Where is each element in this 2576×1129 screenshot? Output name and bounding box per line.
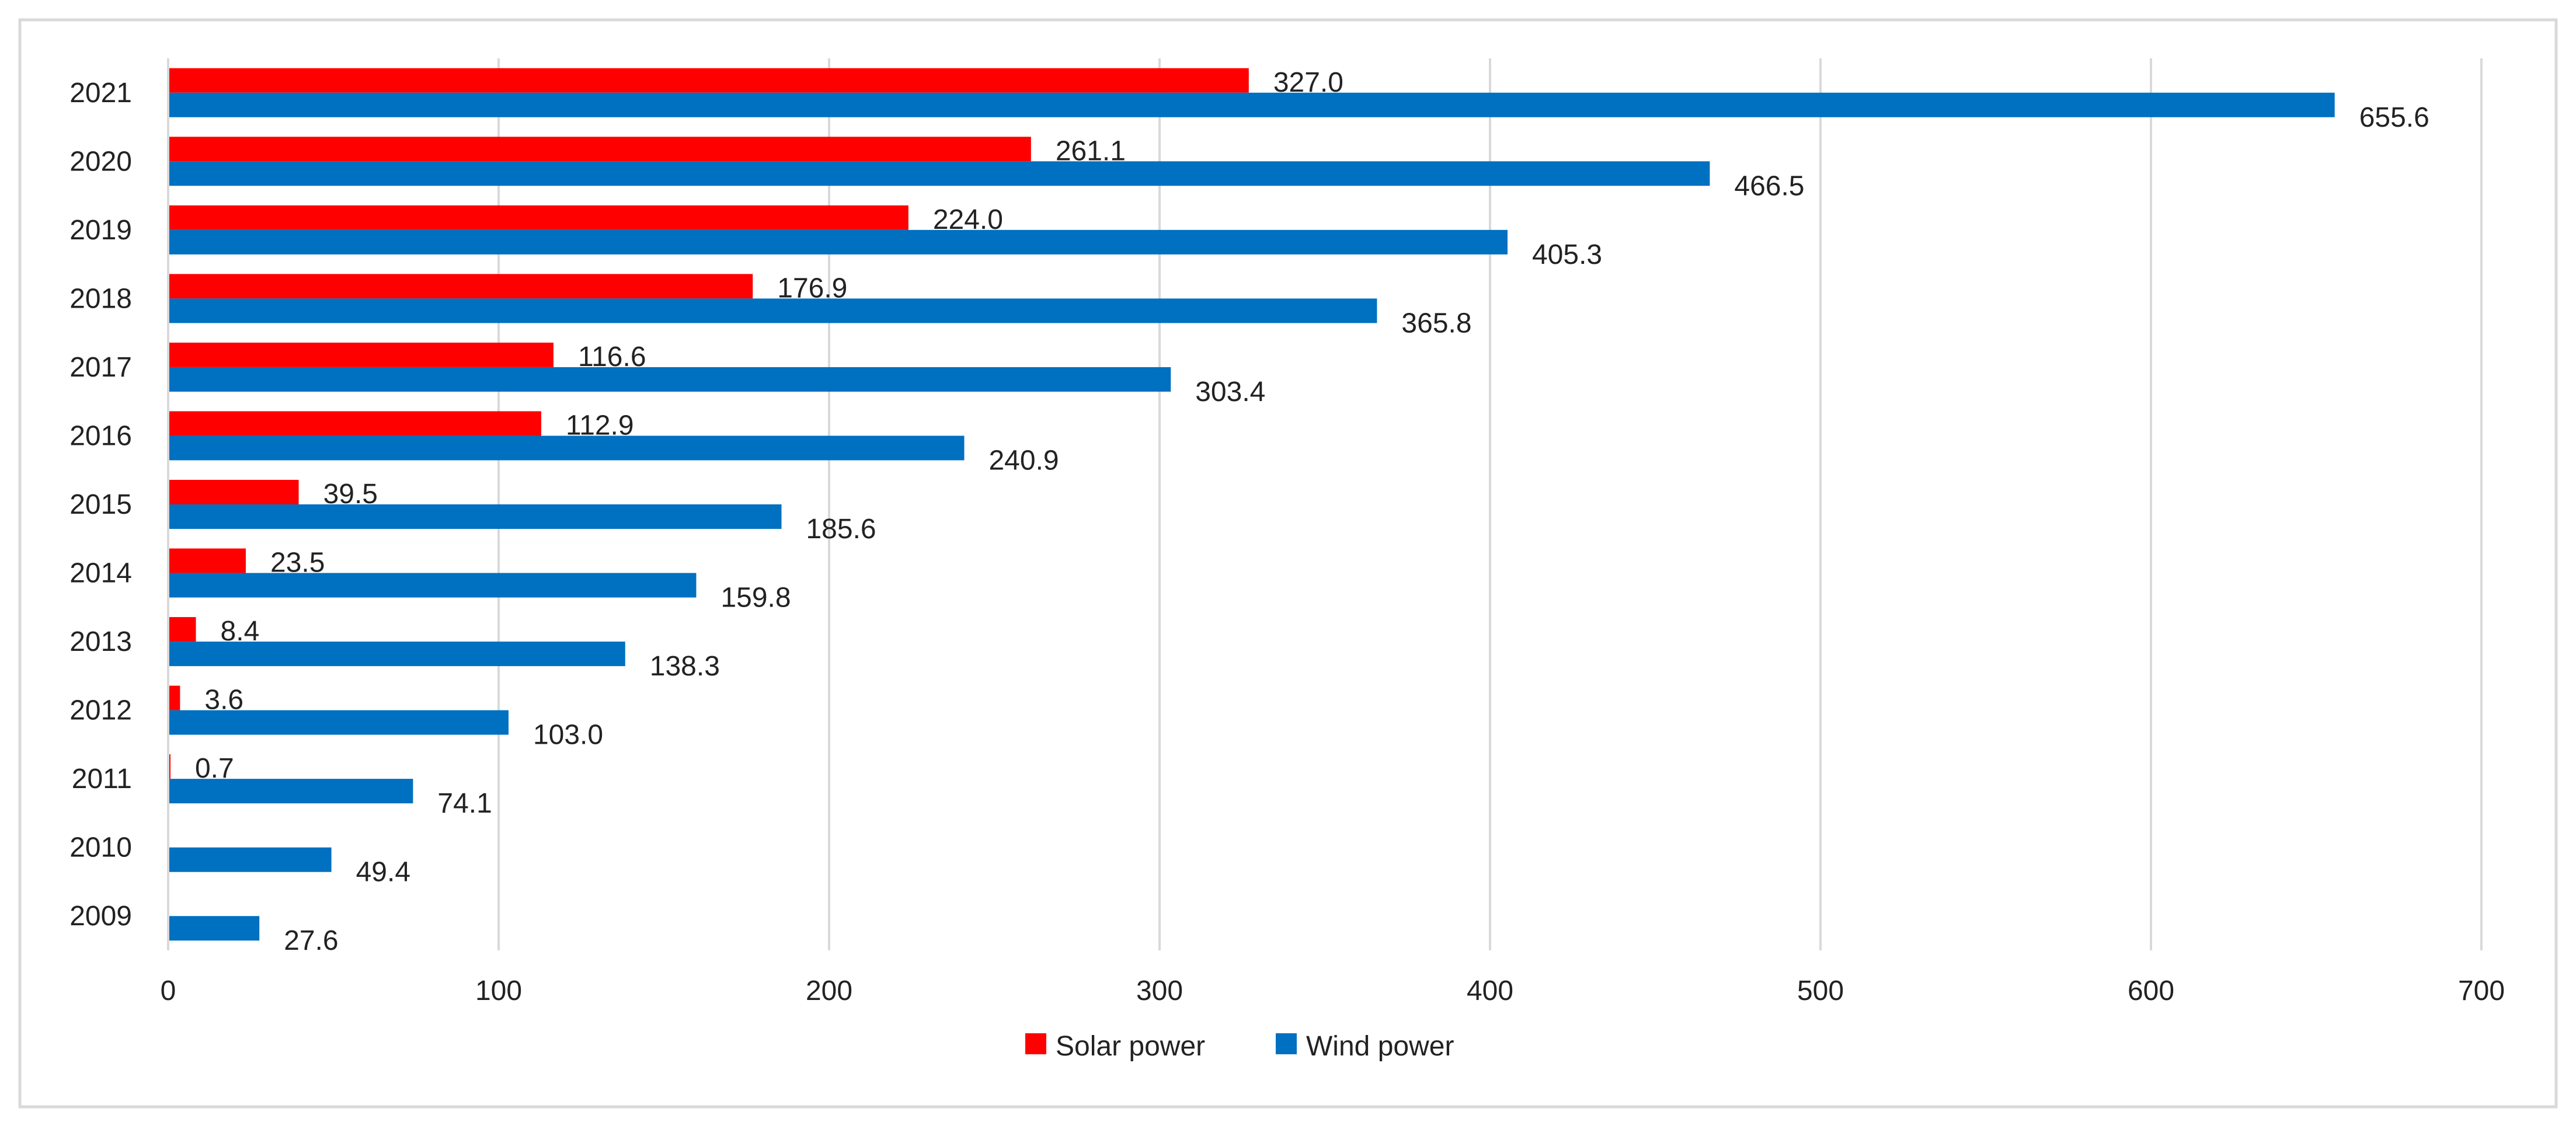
wind-bar bbox=[168, 504, 782, 529]
solar-data-label: 3.6 bbox=[204, 685, 243, 716]
solar-data-label: 0.7 bbox=[195, 753, 234, 784]
y-tick-label: 2009 bbox=[69, 901, 132, 932]
legend-label-solar: Solar power bbox=[1056, 1031, 1205, 1062]
solar-bar bbox=[168, 137, 1031, 162]
wind-bar bbox=[168, 229, 1508, 255]
wind-bar bbox=[168, 298, 1377, 323]
wind-data-label: 303.4 bbox=[1195, 377, 1265, 407]
y-tick-label: 2015 bbox=[69, 489, 132, 520]
wind-data-label: 49.4 bbox=[356, 857, 410, 888]
wind-data-label: 365.8 bbox=[1401, 308, 1471, 339]
y-tick-label: 2016 bbox=[69, 420, 132, 451]
solar-data-label: 23.5 bbox=[270, 548, 325, 579]
y-tick-label: 2011 bbox=[72, 764, 132, 795]
x-tick-label: 700 bbox=[2458, 975, 2505, 1006]
wind-data-label: 240.9 bbox=[988, 445, 1059, 476]
x-tick-label: 100 bbox=[475, 975, 522, 1006]
y-tick-label: 2017 bbox=[69, 352, 132, 383]
wind-data-label: 103.0 bbox=[533, 720, 603, 751]
wind-data-label: 138.3 bbox=[650, 651, 720, 682]
solar-bar bbox=[168, 68, 1249, 93]
wind-bar bbox=[168, 92, 2335, 117]
y-tick-label: 2014 bbox=[69, 558, 132, 589]
solar-data-label: 327.0 bbox=[1273, 67, 1343, 98]
solar-data-label: 112.9 bbox=[566, 410, 634, 441]
wind-bar bbox=[168, 161, 1710, 186]
solar-bar bbox=[168, 685, 180, 710]
solar-data-label: 39.5 bbox=[323, 479, 378, 510]
x-tick-label: 400 bbox=[1467, 975, 1513, 1006]
x-tick-label: 0 bbox=[161, 975, 176, 1006]
solar-bar bbox=[168, 411, 542, 436]
y-tick-label: 2018 bbox=[69, 283, 132, 314]
wind-bar bbox=[168, 573, 697, 598]
legend: Solar power Wind power bbox=[1025, 1031, 1454, 1062]
solar-data-label: 176.9 bbox=[777, 273, 847, 304]
solar-bar bbox=[168, 342, 554, 367]
legend-swatch-solar bbox=[1025, 1033, 1046, 1054]
solar-bar bbox=[168, 205, 908, 230]
wind-data-label: 74.1 bbox=[437, 788, 492, 819]
y-tick-label: 2013 bbox=[69, 626, 132, 657]
y-tick-label: 2010 bbox=[69, 832, 132, 863]
solar-data-label: 8.4 bbox=[221, 616, 260, 647]
x-tick-label: 600 bbox=[2128, 975, 2174, 1006]
wind-bar bbox=[168, 779, 413, 804]
solar-data-label: 116.6 bbox=[578, 342, 646, 372]
wind-data-label: 655.6 bbox=[2359, 102, 2429, 133]
x-tick-label: 300 bbox=[1136, 975, 1183, 1006]
data-labels: 27.6 49.4 0.7 74.1 3.6 103.0 8.4 138.3 23.5 159.8… bbox=[195, 67, 2429, 956]
bars bbox=[168, 68, 2335, 941]
wind-data-label: 27.6 bbox=[284, 925, 338, 956]
wind-bar bbox=[168, 435, 965, 461]
solar-data-label: 261.1 bbox=[1056, 135, 1126, 166]
solar-bar bbox=[168, 617, 196, 642]
solar-bar bbox=[168, 548, 246, 573]
wind-data-label: 185.6 bbox=[806, 514, 876, 545]
chart-border bbox=[18, 18, 2558, 1109]
solar-bar bbox=[168, 480, 299, 504]
y-tick-label: 2021 bbox=[69, 78, 132, 109]
legend-swatch-wind bbox=[1276, 1033, 1297, 1054]
wind-bar bbox=[168, 916, 260, 941]
wind-bar bbox=[168, 642, 625, 667]
wind-data-label: 405.3 bbox=[1532, 239, 1602, 270]
y-tick-label: 2020 bbox=[69, 146, 132, 177]
legend-label-wind: Wind power bbox=[1306, 1031, 1454, 1062]
axes: 0 100 200 300 400 500 600 700 2009 2010 2011 2012 20… bbox=[69, 58, 2505, 1006]
wind-data-label: 466.5 bbox=[1734, 170, 1804, 201]
y-tick-label: 2019 bbox=[69, 215, 132, 246]
solar-bar bbox=[168, 274, 753, 299]
x-tick-label: 200 bbox=[806, 975, 852, 1006]
wind-bar bbox=[168, 367, 1171, 392]
wind-data-label: 159.8 bbox=[720, 583, 791, 614]
y-tick-label: 2012 bbox=[69, 695, 132, 726]
solar-data-label: 224.0 bbox=[933, 204, 1003, 235]
x-tick-label: 500 bbox=[1797, 975, 1844, 1006]
wind-bar bbox=[168, 847, 332, 872]
wind-bar bbox=[168, 710, 509, 735]
